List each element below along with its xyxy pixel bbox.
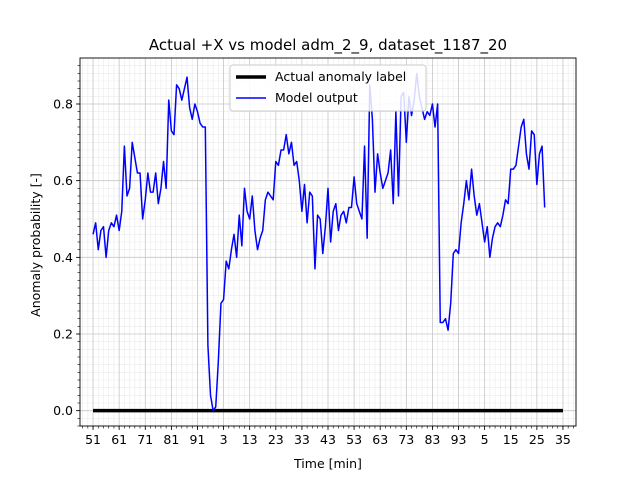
x-tick-label: 73 [398,432,414,447]
x-tick-label: 15 [503,432,519,447]
legend-label-actual: Actual anomaly label [275,69,406,84]
legend: Actual anomaly label Model output [229,64,427,112]
x-tick-label: 91 [190,432,206,447]
legend-box [229,64,427,112]
y-tick-label: 0.4 [53,250,73,265]
y-tick-label: 0.8 [53,97,73,112]
y-tick-label: 0.6 [53,173,73,188]
x-tick-label: 53 [346,432,362,447]
x-tick-label: 71 [137,432,153,447]
legend-label-model: Model output [275,90,358,105]
x-tick-label: 93 [451,432,467,447]
x-tick-label: 33 [294,432,310,447]
axis-ticks [76,65,574,430]
x-tick-label: 43 [320,432,336,447]
x-tick-label: 83 [424,432,440,447]
y-axis-label: Anomaly probability [-] [28,173,43,317]
x-tick-label: 5 [481,432,489,447]
x-tick-label: 35 [555,432,571,447]
model-output-line [92,72,546,412]
chart-title: Actual +X vs model adm_2_9, dataset_1187… [149,36,507,55]
series-layer [92,72,563,413]
y-tick-label: 0.2 [53,327,73,342]
grid [80,58,576,427]
x-tick-label: 25 [529,432,545,447]
x-tick-label: 51 [85,432,101,447]
y-tick-labels: 0.0 0.2 0.4 0.6 0.8 [53,97,73,419]
x-tick-label: 3 [220,432,228,447]
x-tick-label: 81 [163,432,179,447]
x-tick-label: 63 [372,432,388,447]
x-tick-label: 13 [242,432,258,447]
x-tick-label: 23 [268,432,284,447]
x-axis-label: Time [min] [293,456,362,471]
x-tick-labels: 51 61 71 81 91 3 13 23 33 43 53 63 73 83 93 5 15 25 35 [85,432,571,447]
y-tick-label: 0.0 [53,403,73,418]
x-tick-label: 61 [111,432,127,447]
